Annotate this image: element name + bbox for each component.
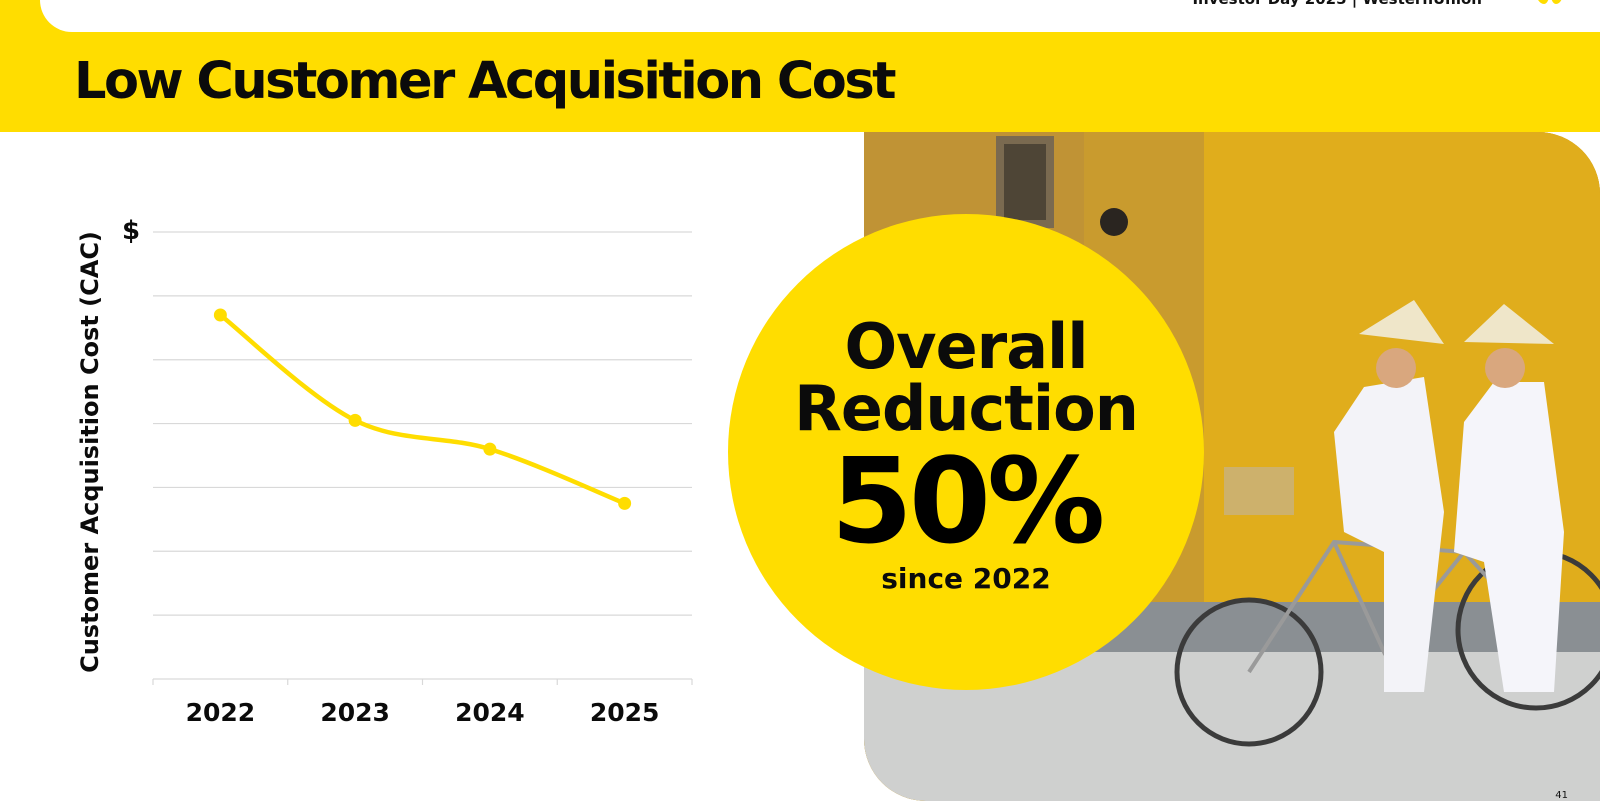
cac-series-line xyxy=(218,312,627,506)
data-point-2024 xyxy=(483,442,497,456)
brand-logo-icon xyxy=(1538,0,1562,4)
callout-subtext: since 2022 xyxy=(881,562,1051,595)
page-title: Low Customer Acquisition Cost xyxy=(74,52,897,111)
x-tick-label: 2022 xyxy=(186,698,256,727)
callout-line1: Overall xyxy=(844,310,1088,383)
chart-canvas: 2022 2023 2024 2025 $ Customer Acquisition Co… xyxy=(76,216,693,727)
data-point-2025 xyxy=(618,496,632,510)
data-point-2022 xyxy=(213,308,227,322)
callout-value: 50% xyxy=(830,432,1105,570)
x-tick-label: 2023 xyxy=(320,698,390,727)
header-strip xyxy=(40,0,1600,32)
y-unit-label: $ xyxy=(122,216,140,246)
x-tick-label: 2025 xyxy=(590,698,660,727)
x-tick-label: 2024 xyxy=(455,698,525,727)
reduction-callout: Overall Reduction 50% since 2022 xyxy=(728,214,1204,690)
header-meta-text: Investor Day 2025 | WesternUnion xyxy=(1192,0,1482,8)
callout-line2: Reduction xyxy=(794,372,1139,445)
data-point-2023 xyxy=(348,413,362,427)
page-number: 41 xyxy=(1555,790,1568,801)
y-axis-label: Customer Acquisition Cost (CAC) xyxy=(76,231,104,673)
cac-line-chart: 2022 2023 2024 2025 $ Customer Acquisition Co… xyxy=(0,132,840,801)
